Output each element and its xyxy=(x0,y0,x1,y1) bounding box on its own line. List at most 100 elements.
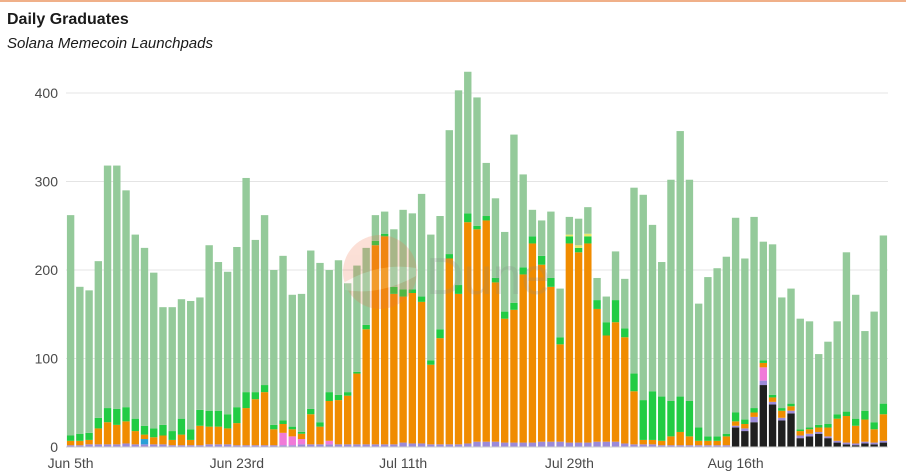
bar-segment[interactable] xyxy=(565,243,574,443)
bar-segment[interactable] xyxy=(528,243,537,443)
bar-segment[interactable] xyxy=(288,426,296,430)
bar-segment[interactable] xyxy=(768,401,777,405)
bar-segment[interactable] xyxy=(824,427,832,437)
bar-segment[interactable] xyxy=(344,283,352,393)
bar-segment[interactable] xyxy=(464,213,472,223)
bar-segment[interactable] xyxy=(648,444,657,447)
bar-segment[interactable] xyxy=(759,241,768,361)
bar-segment[interactable] xyxy=(260,445,269,447)
bar-segment[interactable] xyxy=(815,354,823,425)
bar-segment[interactable] xyxy=(602,441,610,447)
bar-segment[interactable] xyxy=(824,423,832,428)
bar-segment[interactable] xyxy=(159,444,167,447)
bar-segment[interactable] xyxy=(741,258,749,420)
bar-segment[interactable] xyxy=(380,444,389,447)
bar-segment[interactable] xyxy=(233,423,241,446)
bar-segment[interactable] xyxy=(316,422,324,427)
bar-segment[interactable] xyxy=(122,443,130,447)
bar-segment[interactable] xyxy=(565,216,574,235)
bar-segment[interactable] xyxy=(334,444,343,447)
bar-segment[interactable] xyxy=(611,441,620,447)
bar-segment[interactable] xyxy=(741,423,749,429)
bar-segment[interactable] xyxy=(223,414,232,429)
bar-segment[interactable] xyxy=(94,444,103,447)
bar-segment[interactable] xyxy=(805,436,814,447)
bar-segment[interactable] xyxy=(159,307,167,425)
bar-segment[interactable] xyxy=(574,247,583,253)
bar-segment[interactable] xyxy=(593,277,601,301)
bar-segment[interactable] xyxy=(297,431,306,434)
bar-segment[interactable] xyxy=(131,444,139,447)
bar-segment[interactable] xyxy=(787,410,795,414)
bar-segment[interactable] xyxy=(362,329,370,445)
bar-segment[interactable] xyxy=(94,261,103,418)
bar-segment[interactable] xyxy=(482,441,490,447)
bar-segment[interactable] xyxy=(528,209,537,237)
bar-segment[interactable] xyxy=(667,400,675,437)
bar-segment[interactable] xyxy=(611,300,620,323)
bar-segment[interactable] xyxy=(279,432,287,446)
bar-segment[interactable] xyxy=(251,392,260,400)
bar-segment[interactable] xyxy=(750,422,758,447)
bar-segment[interactable] xyxy=(454,90,463,286)
bar-segment[interactable] xyxy=(325,270,333,393)
bar-segment[interactable] xyxy=(122,407,130,422)
bar-segment[interactable] xyxy=(574,252,583,443)
bar-segment[interactable] xyxy=(417,193,426,297)
bar-segment[interactable] xyxy=(482,162,490,217)
bar-segment[interactable] xyxy=(851,418,860,426)
bar-segment[interactable] xyxy=(667,179,675,401)
bar-segment[interactable] xyxy=(307,408,315,415)
bar-segment[interactable] xyxy=(731,427,740,447)
bar-segment[interactable] xyxy=(325,400,333,441)
bar-segment[interactable] xyxy=(685,436,694,446)
bar-segment[interactable] xyxy=(833,440,841,443)
bar-segment[interactable] xyxy=(861,443,869,447)
bar-segment[interactable] xyxy=(76,440,84,446)
bar-segment[interactable] xyxy=(648,224,657,392)
bar-segment[interactable] xyxy=(408,443,417,447)
bar-segment[interactable] xyxy=(427,360,435,365)
bar-segment[interactable] xyxy=(870,444,878,447)
bar-segment[interactable] xyxy=(307,414,315,445)
bar-segment[interactable] xyxy=(454,293,463,445)
bar-segment[interactable] xyxy=(196,445,204,447)
bar-segment[interactable] xyxy=(574,218,583,246)
bar-segment[interactable] xyxy=(768,404,777,447)
bar-segment[interactable] xyxy=(879,440,888,443)
bar-segment[interactable] xyxy=(205,444,213,447)
bar-segment[interactable] xyxy=(639,439,647,445)
bar-segment[interactable] xyxy=(704,436,712,441)
bar-segment[interactable] xyxy=(491,277,500,283)
bar-segment[interactable] xyxy=(113,424,121,445)
bar-segment[interactable] xyxy=(205,245,213,411)
bar-segment[interactable] xyxy=(131,234,139,419)
bar-segment[interactable] xyxy=(371,444,380,447)
bar-segment[interactable] xyxy=(796,429,804,432)
bar-segment[interactable] xyxy=(325,440,333,445)
bar-segment[interactable] xyxy=(584,233,592,237)
bar-segment[interactable] xyxy=(510,309,518,443)
bar-segment[interactable] xyxy=(362,247,370,325)
bar-segment[interactable] xyxy=(94,428,103,445)
bar-segment[interactable] xyxy=(66,435,75,441)
bar-segment[interactable] xyxy=(436,338,444,445)
bar-segment[interactable] xyxy=(362,324,370,330)
bar-segment[interactable] xyxy=(778,297,786,409)
bar-segment[interactable] xyxy=(658,440,666,446)
bar-segment[interactable] xyxy=(233,246,241,408)
bar-segment[interactable] xyxy=(713,268,721,437)
bar-segment[interactable] xyxy=(796,431,804,436)
bar-segment[interactable] xyxy=(537,220,546,256)
bar-segment[interactable] xyxy=(861,410,869,420)
bar-segment[interactable] xyxy=(833,418,841,441)
bar-segment[interactable] xyxy=(482,216,490,221)
bar-segment[interactable] xyxy=(611,322,620,442)
bar-segment[interactable] xyxy=(778,408,786,411)
bar-segment[interactable] xyxy=(491,198,500,278)
bar-segment[interactable] xyxy=(851,445,860,447)
bar-segment[interactable] xyxy=(815,424,823,428)
bar-segment[interactable] xyxy=(186,429,195,440)
bar-segment[interactable] xyxy=(824,436,832,439)
bar-segment[interactable] xyxy=(371,240,380,246)
